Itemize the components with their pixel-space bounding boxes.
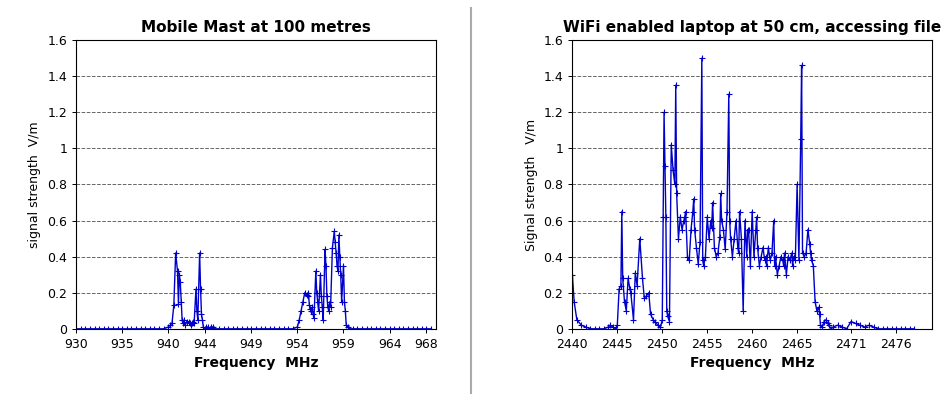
Y-axis label: signal strength  V/m: signal strength V/m	[29, 121, 42, 248]
X-axis label: Frequency  MHz: Frequency MHz	[194, 356, 319, 371]
X-axis label: Frequency  MHz: Frequency MHz	[689, 356, 814, 371]
Y-axis label: Signal strength   V/m: Signal strength V/m	[525, 118, 537, 251]
Title: Mobile Mast at 100 metres: Mobile Mast at 100 metres	[141, 20, 371, 35]
Title: WiFi enabled laptop at 50 cm, accessing file: WiFi enabled laptop at 50 cm, accessing …	[563, 20, 941, 35]
